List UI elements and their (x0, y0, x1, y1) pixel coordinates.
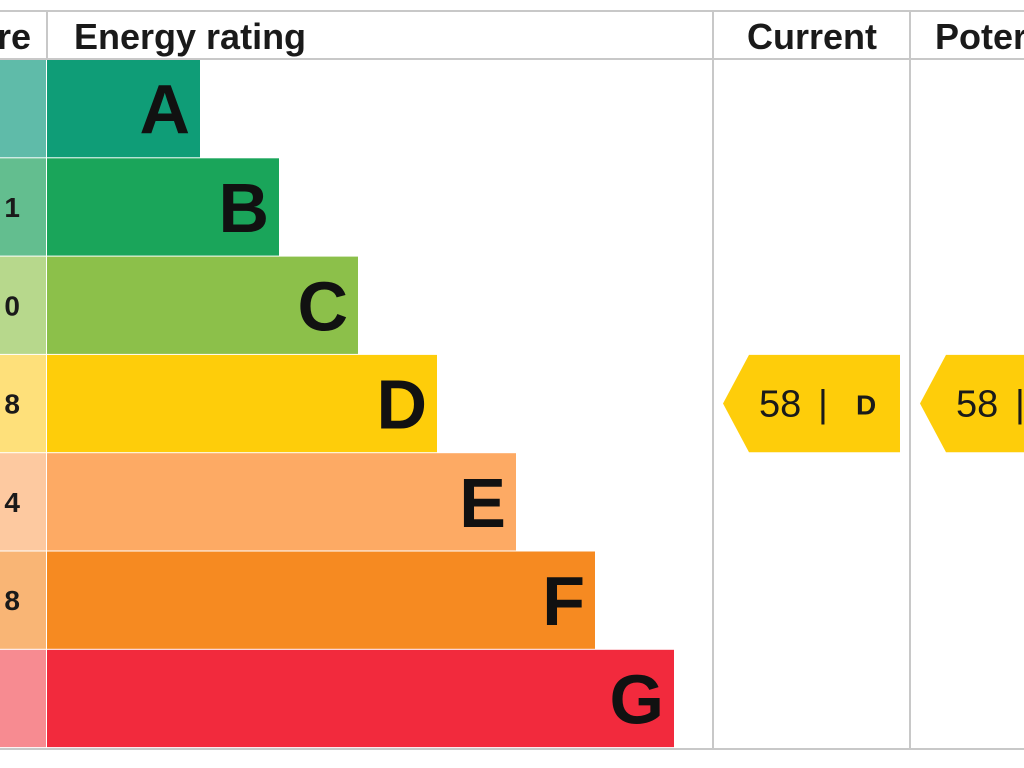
score-cell-g (0, 649, 46, 748)
potential-rating-value: 58 (956, 384, 998, 426)
header-current-label: Current (747, 16, 877, 57)
band-bar-g (47, 649, 674, 748)
current-rating-value: 58 (759, 384, 801, 426)
potential-rating-separator: | (1015, 384, 1024, 426)
current-rating-arrow (723, 354, 900, 453)
band-bar-c (47, 256, 358, 354)
rating-bands: A 1 B 0 C 8 D 4 E 8 FG (0, 60, 674, 748)
current-rating-separator: | (818, 384, 828, 426)
band-letter-c: C (297, 267, 348, 345)
score-cell-e (0, 453, 46, 551)
band-bar-d (47, 354, 437, 453)
header-energy-rating-label: Energy rating (74, 16, 306, 57)
score-cell-b (0, 158, 46, 256)
score-text-c: 0 (4, 290, 20, 321)
score-text-e: 4 (4, 487, 20, 518)
band-bar-b (47, 158, 279, 256)
table-grid (0, 10, 1024, 750)
current-rating-letter: D (856, 390, 876, 421)
band-letter-a: A (139, 71, 190, 149)
band-bar-e (47, 453, 516, 551)
rating-arrows: 58|D58|D (723, 354, 1024, 453)
score-cell-d (0, 354, 46, 453)
band-letter-d: D (376, 366, 427, 444)
band-letter-g: G (610, 660, 664, 738)
score-cell-c (0, 256, 46, 354)
score-cell-f (0, 551, 46, 649)
band-letter-f: F (542, 562, 585, 640)
header-score-label: re (0, 16, 31, 57)
score-text-b: 1 (4, 192, 20, 223)
score-cell-a (0, 60, 46, 158)
score-text-d: 8 (4, 389, 20, 420)
potential-rating-arrow (920, 354, 1024, 453)
header-potential-label: Poter (935, 16, 1024, 57)
score-text-f: 8 (4, 585, 20, 616)
band-bar-a (47, 60, 200, 158)
band-letter-b: B (218, 169, 269, 247)
band-letter-e: E (459, 464, 506, 542)
band-bar-f (47, 551, 595, 649)
